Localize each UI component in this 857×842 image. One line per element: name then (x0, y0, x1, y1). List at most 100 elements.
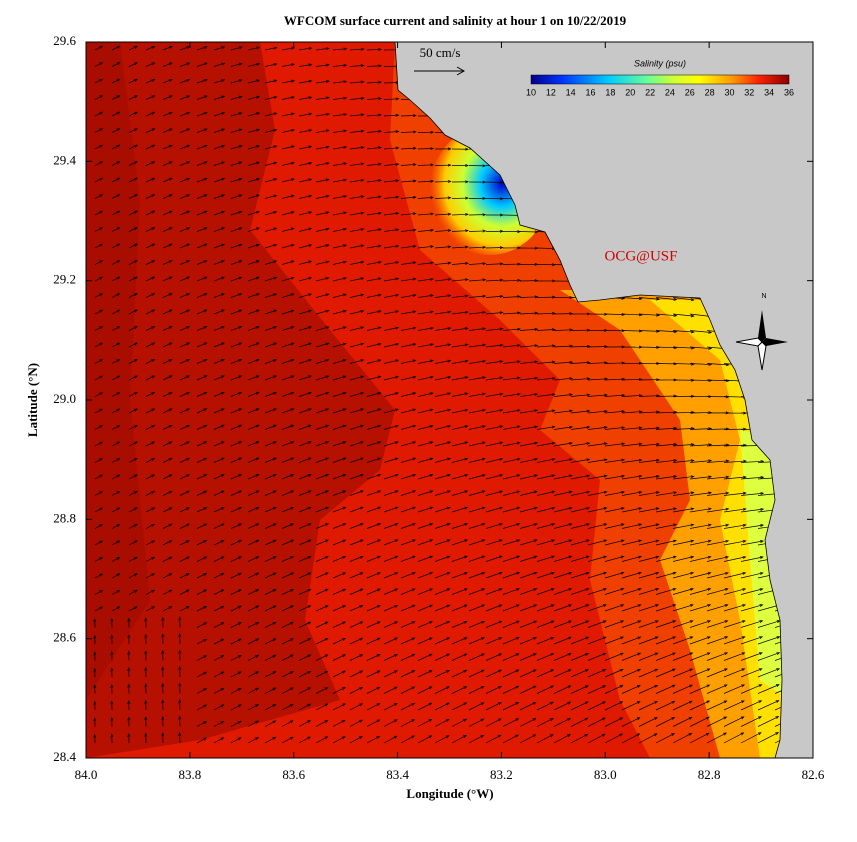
vector-head (708, 379, 713, 382)
vector-head (220, 572, 225, 576)
coastline (394, 41, 783, 759)
vector (383, 572, 398, 579)
y-tick-label: 29.4 (53, 152, 76, 167)
vector (111, 45, 120, 51)
vector-head (464, 359, 469, 363)
vector-head (308, 178, 313, 182)
vector-head (221, 276, 225, 280)
vector-head (360, 457, 364, 461)
vector (468, 539, 485, 546)
vector-head (376, 686, 381, 690)
vector-head (655, 571, 660, 575)
vector-head (93, 618, 97, 623)
vector (621, 475, 642, 480)
vector-head (238, 243, 243, 247)
vector (468, 686, 484, 694)
vector-head (273, 260, 278, 264)
vector-head (203, 688, 208, 692)
vector-head (377, 244, 382, 248)
vector (468, 393, 486, 397)
vector (230, 441, 242, 447)
vector (502, 523, 520, 529)
vector (417, 506, 433, 513)
vector (383, 474, 398, 480)
vector (213, 161, 225, 166)
vector (400, 670, 415, 678)
vector-head (604, 345, 608, 349)
vector (179, 441, 190, 447)
vector-head (169, 46, 173, 49)
vector (332, 588, 346, 595)
vector-head (465, 245, 469, 249)
vector-head (99, 111, 104, 115)
vector (706, 428, 729, 430)
vector-head (325, 506, 330, 510)
vector-head (499, 311, 504, 315)
vector (315, 97, 329, 100)
vector (570, 653, 589, 661)
vector (196, 441, 207, 447)
vector-head (412, 359, 417, 363)
vector (621, 540, 642, 546)
vector-head (708, 475, 713, 479)
vector (179, 540, 190, 546)
vector (638, 475, 660, 480)
vector-head (602, 652, 607, 656)
vector (315, 392, 329, 397)
vector (162, 425, 172, 430)
vector-head (412, 244, 417, 248)
vector-head (133, 523, 138, 527)
vector-head (429, 424, 434, 428)
vector-head (482, 311, 487, 314)
vector (213, 128, 225, 133)
vector-head (168, 556, 173, 560)
vector (247, 605, 259, 612)
vector (587, 604, 607, 612)
vector-head (673, 297, 678, 301)
vector (230, 622, 242, 628)
vector-head (178, 699, 182, 703)
vector-head (151, 326, 156, 329)
vector-head (620, 636, 624, 640)
vector-head (134, 95, 138, 99)
vector (417, 360, 434, 364)
vector-head (255, 737, 259, 741)
vector (298, 228, 312, 232)
vector (332, 638, 346, 645)
vector (587, 588, 607, 595)
vector-head (690, 507, 695, 511)
vector-head (151, 276, 156, 280)
vector (213, 540, 224, 546)
vector-head (221, 309, 225, 313)
vector-head (619, 733, 624, 737)
vector-head (516, 474, 521, 478)
vector-head (464, 392, 469, 396)
vector (587, 556, 607, 562)
vector (281, 310, 294, 315)
vector-head (272, 704, 277, 708)
vector-head (238, 572, 242, 576)
vector (128, 177, 138, 183)
vector-head (221, 210, 226, 214)
vector-head (446, 539, 451, 543)
vector (213, 457, 225, 463)
vector-head (742, 588, 747, 591)
vector-head (673, 539, 677, 543)
vector-head (151, 474, 156, 478)
vector-head (220, 490, 225, 494)
vector (502, 718, 519, 727)
vector (451, 718, 467, 727)
vector-head (325, 162, 330, 166)
vector (264, 392, 277, 397)
vector-head (759, 620, 764, 624)
vector (604, 604, 624, 612)
vector-head (515, 718, 520, 722)
vector-head (585, 604, 590, 608)
vector-head (463, 686, 468, 690)
vector (196, 638, 207, 645)
vector (298, 326, 312, 331)
vector (366, 425, 381, 430)
vector-head (325, 539, 329, 543)
vector (128, 95, 138, 100)
